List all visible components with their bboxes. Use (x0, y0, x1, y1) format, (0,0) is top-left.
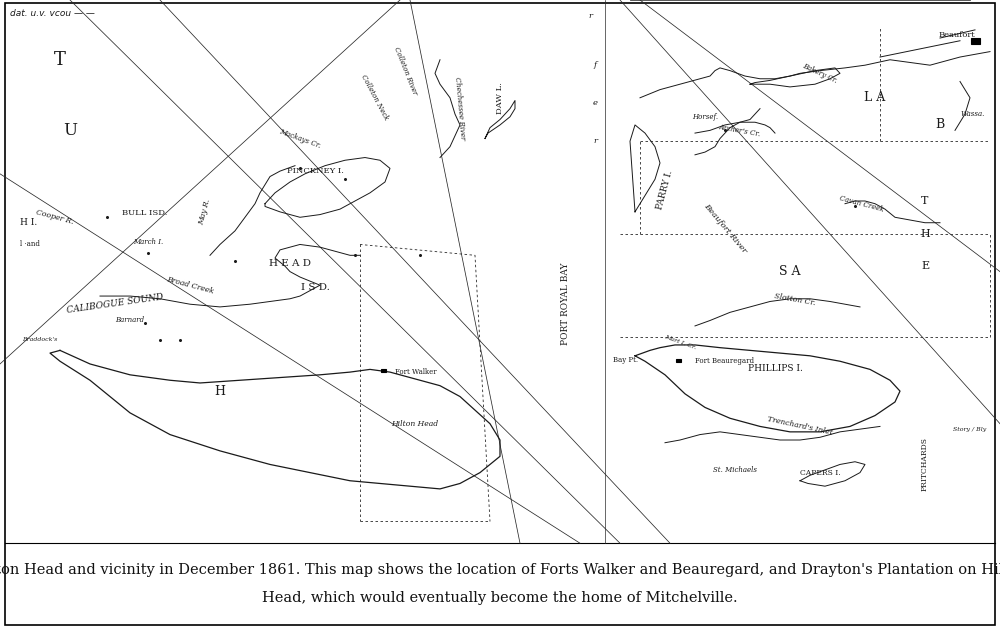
Text: PRITCHARDS: PRITCHARDS (921, 438, 929, 492)
Text: T: T (921, 196, 929, 206)
Text: H: H (920, 229, 930, 239)
Text: Slotton Cr.: Slotton Cr. (774, 292, 816, 307)
Text: e: e (592, 99, 598, 107)
Text: I S D.: I S D. (301, 283, 329, 293)
Text: H E A D: H E A D (269, 259, 311, 268)
Text: Barnard: Barnard (115, 317, 145, 325)
Text: Head, which would eventually become the home of Mitchelville.: Head, which would eventually become the … (262, 591, 738, 605)
Text: Mart I. Cr.: Mart I. Cr. (664, 334, 696, 350)
Text: BULL ISD.: BULL ISD. (122, 209, 168, 217)
Text: St. Michaels: St. Michaels (713, 466, 757, 474)
Text: Wassa.: Wassa. (961, 110, 985, 118)
Text: r: r (588, 13, 592, 20)
Text: Archer's Cr.: Archer's Cr. (719, 122, 761, 138)
Text: PARRY I.: PARRY I. (655, 170, 675, 211)
Text: E: E (921, 261, 929, 271)
Text: Fort Beauregard: Fort Beauregard (695, 357, 754, 365)
Text: H: H (214, 384, 226, 398)
Text: Hilton Head and vicinity in December 1861. This map shows the location of Forts : Hilton Head and vicinity in December 186… (0, 563, 1000, 577)
Text: CALIBOGUE SOUND: CALIBOGUE SOUND (66, 293, 164, 315)
Text: S A: S A (779, 265, 801, 278)
Text: H I.: H I. (20, 218, 37, 227)
Text: Bay Pt.: Bay Pt. (613, 356, 638, 364)
Text: May R.: May R. (198, 198, 212, 226)
Text: Beaufort River: Beaufort River (702, 202, 748, 254)
Text: PORT ROYAL BAY: PORT ROYAL BAY (560, 263, 570, 345)
Text: CAPERS I.: CAPERS I. (800, 468, 840, 477)
Text: Trenchard's Inlet: Trenchard's Inlet (767, 416, 833, 437)
Text: Bakery Cr.: Bakery Cr. (801, 62, 839, 85)
Text: Colleton River: Colleton River (392, 45, 418, 96)
Text: B: B (935, 119, 945, 131)
Text: Mackays Cr.: Mackays Cr. (278, 127, 322, 149)
Text: Hilton Head: Hilton Head (391, 420, 439, 428)
Text: Fort Walker: Fort Walker (395, 367, 437, 376)
Text: T: T (54, 51, 66, 68)
Text: l ·and: l ·and (20, 241, 40, 249)
Text: March I.: March I. (133, 238, 163, 246)
Text: Story / Bly: Story / Bly (953, 426, 987, 431)
Text: Horsef.: Horsef. (692, 113, 718, 121)
Text: L A: L A (864, 91, 886, 104)
Text: f: f (593, 61, 597, 69)
Text: Braddock's: Braddock's (22, 337, 58, 342)
Text: dat. u.v. vcou — —: dat. u.v. vcou — — (10, 9, 95, 18)
Text: U: U (63, 122, 77, 139)
Text: Beaufort: Beaufort (938, 31, 975, 40)
Bar (676, 359, 681, 362)
Bar (380, 369, 386, 372)
Bar (970, 38, 980, 43)
Text: DAW L.: DAW L. (496, 82, 504, 114)
Text: Colleton Neck: Colleton Neck (360, 73, 390, 122)
Text: PHILLIPS I.: PHILLIPS I. (748, 364, 802, 373)
Text: Cooper R.: Cooper R. (35, 208, 75, 226)
Text: Chechessee River: Chechessee River (453, 77, 467, 141)
Text: r: r (593, 138, 597, 145)
Text: Broad Creek: Broad Creek (165, 275, 215, 295)
Text: PINCKNEY I.: PINCKNEY I. (287, 167, 343, 175)
Text: Cavan Creek: Cavan Creek (839, 194, 885, 214)
